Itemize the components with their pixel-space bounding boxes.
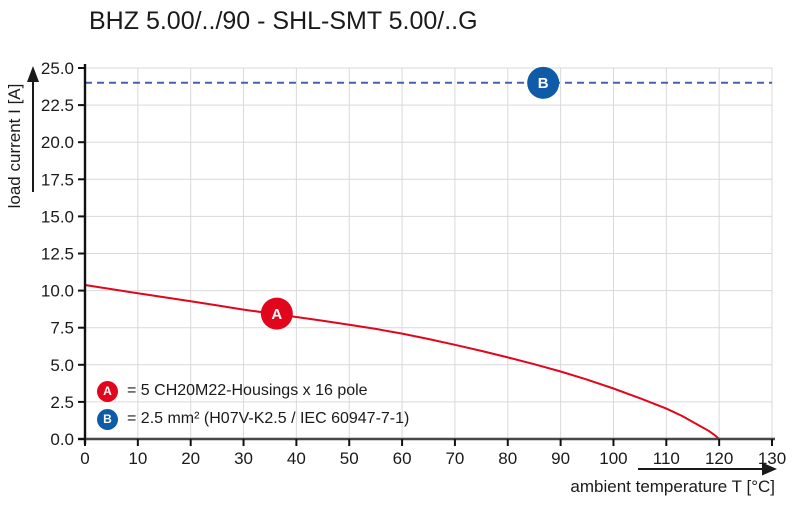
y-tick-label: 25.0	[41, 59, 74, 78]
x-tick-label: 40	[287, 449, 306, 468]
x-tick-label: 30	[234, 449, 253, 468]
x-tick-label: 20	[181, 449, 200, 468]
x-tick-label: 100	[599, 449, 627, 468]
derating-curve-a	[84, 284, 720, 440]
x-axis-arrowhead-icon	[762, 462, 777, 476]
legend: A = 5 CH20M22-Housings x 16 pole B = 2.5…	[97, 380, 409, 436]
x-axis-label: ambient temperature T [°C]	[570, 477, 775, 496]
legend-item-a: A = 5 CH20M22-Housings x 16 pole	[97, 380, 409, 402]
y-tick-label: 2.5	[50, 393, 74, 412]
legend-marker-b-icon: B	[97, 408, 118, 430]
legend-label-b: = 2.5 mm² (H07V-K2.5 / IEC 60947-7-1)	[127, 410, 410, 427]
x-tick-label: 120	[705, 449, 733, 468]
x-tick-label: 10	[128, 449, 147, 468]
y-tick-label: 15.0	[41, 207, 74, 226]
x-tick-label: 110	[653, 449, 680, 468]
legend-marker-a-icon: A	[97, 380, 118, 402]
y-tick-label: 17.5	[41, 170, 74, 189]
x-tick-label: 130	[758, 449, 786, 468]
legend-marker-b-letter: B	[103, 412, 112, 426]
x-tick-label: 90	[551, 449, 570, 468]
y-axis-label: load current I [A]	[5, 83, 24, 209]
y-tick-label: 0.0	[50, 430, 74, 449]
marker-b	[527, 66, 560, 99]
x-tick-label: 70	[445, 449, 464, 468]
marker-a-letter: A	[271, 306, 282, 323]
x-tick-label: 80	[498, 449, 517, 468]
y-tick-label: 22.5	[41, 96, 74, 115]
y-tick-label: 12.5	[41, 245, 74, 264]
marker-a	[260, 297, 293, 330]
legend-marker-a-letter: A	[103, 384, 112, 398]
x-tick-label: 0	[80, 449, 89, 468]
legend-label-a: = 5 CH20M22-Housings x 16 pole	[127, 382, 368, 399]
y-tick-label: 5.0	[50, 356, 74, 375]
y-tick-label: 10.0	[41, 282, 74, 301]
y-axis-arrowhead-icon	[27, 66, 39, 82]
x-tick-label: 60	[393, 449, 412, 468]
legend-item-b: B = 2.5 mm² (H07V-K2.5 / IEC 60947-7-1)	[97, 408, 409, 430]
chart-title: BHZ 5.00/../90 - SHL-SMT 5.00/..G	[89, 7, 478, 35]
y-tick-label: 7.5	[50, 319, 74, 338]
x-tick-label: 50	[340, 449, 359, 468]
y-tick-label: 20.0	[41, 133, 74, 152]
marker-b-letter: B	[538, 75, 549, 92]
